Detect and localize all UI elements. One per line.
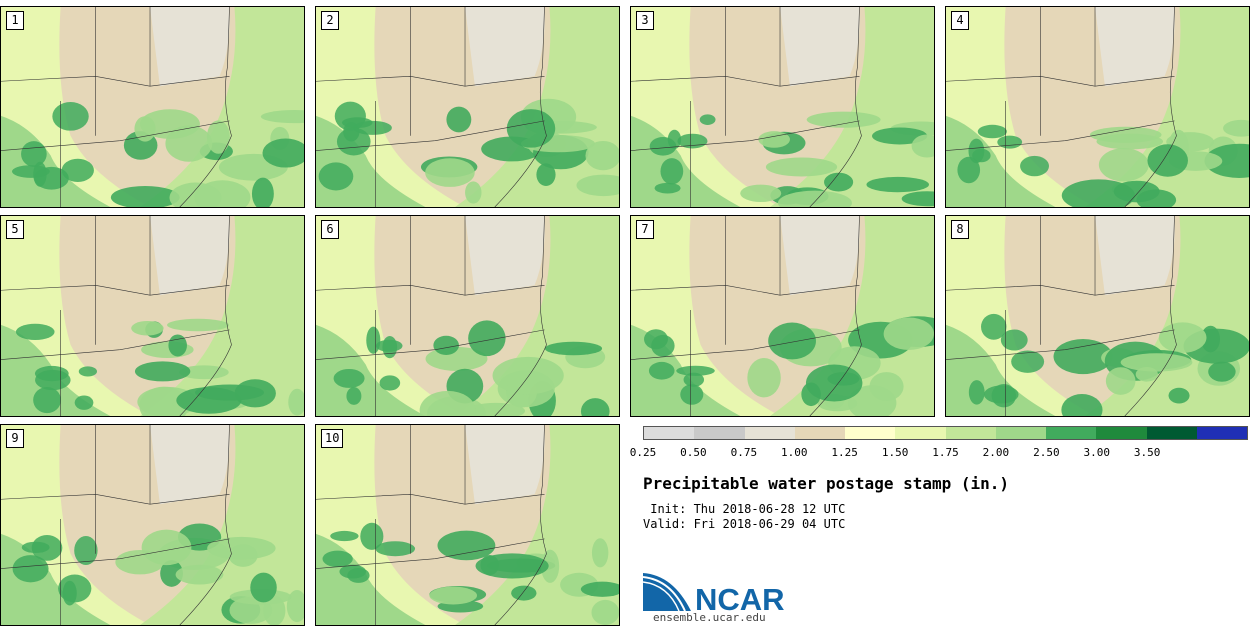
member-label: 2 [321,11,339,30]
colorbar-segment-6 [895,427,946,439]
colorbar-tick-label: 1.25 [831,446,858,459]
colorbar-segment-2 [694,427,745,439]
colorbar-tick-label: 0.25 [629,446,657,459]
colorbar-segment-1 [644,427,695,439]
precip-water-map [1,7,304,207]
logo-url: ensemble.ucar.edu [653,611,766,624]
member-panel-9[interactable]: 9 [0,424,305,626]
ncar-logo: NCAR [643,573,785,613]
precip-water-map [316,425,619,625]
colorbar-tick-label: 0.75 [730,446,758,459]
member-panel-7[interactable]: 7 [630,215,935,417]
colorbar-tick-label: 1.75 [932,446,959,459]
precip-water-map [631,7,934,207]
colorbar-segment-12 [1196,427,1247,439]
colorbar-tick-label: 3.00 [1083,446,1111,459]
init-time: Init: Thu 2018-06-28 12 UTC [643,502,846,516]
precip-water-map [1,216,304,416]
member-label: 10 [321,429,344,448]
precip-water-map [1,425,304,625]
member-panel-10[interactable]: 10 [315,424,620,626]
member-panel-2[interactable]: 2 [315,6,620,208]
colorbar-tick-label: 2.50 [1033,446,1060,459]
member-label: 3 [636,11,654,30]
member-label: 1 [6,11,24,30]
member-label: 7 [636,220,654,239]
colorbar-segment-5 [845,427,896,439]
colorbar-tick-label: 3.50 [1133,446,1161,459]
colorbar-segment-8 [995,427,1046,439]
precip-water-map [946,216,1249,416]
colorbar-tick-label: 1.50 [881,446,909,459]
logo-text: NCAR [695,582,785,613]
member-label: 6 [321,220,339,239]
precip-water-map [946,7,1249,207]
colorbar [643,426,1248,440]
precip-water-map [316,216,619,416]
member-label: 4 [951,11,969,30]
colorbar-segment-7 [945,427,996,439]
colorbar-segment-3 [744,427,795,439]
colorbar-ticks: 0.25 0.50 0.75 1.00 1.25 1.50 1.75 2.00 2.50 3.00… [630,446,1248,460]
member-panel-1[interactable]: 1 [0,6,305,208]
colorbar-segment-11 [1146,427,1197,439]
member-panel-4[interactable]: 4 [945,6,1250,208]
colorbar-segment-9 [1046,427,1097,439]
member-label: 8 [951,220,969,239]
figure-title: Precipitable water postage stamp (in.) [643,474,1010,493]
member-panel-5[interactable]: 5 [0,215,305,417]
colorbar-segment-4 [794,427,845,439]
colorbar-tick-label: 1.00 [781,446,808,459]
colorbar-tick-label: 0.50 [680,446,707,459]
precip-water-map [631,216,934,416]
colorbar-tick-label: 2.00 [982,446,1010,459]
member-label: 5 [6,220,24,239]
member-panel-6[interactable]: 6 [315,215,620,417]
colorbar-segment-10 [1096,427,1147,439]
member-panel-8[interactable]: 8 [945,215,1250,417]
member-panel-3[interactable]: 3 [630,6,935,208]
precip-water-map [316,7,619,207]
valid-time: Valid: Fri 2018-06-29 04 UTC [643,517,846,531]
member-label: 9 [6,429,24,448]
